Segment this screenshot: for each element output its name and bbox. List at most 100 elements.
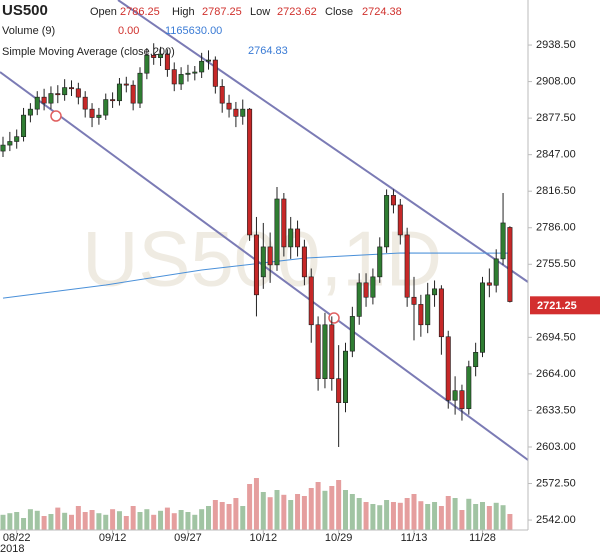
volume-bar bbox=[473, 504, 479, 530]
volume-bar bbox=[14, 512, 20, 530]
candle-body bbox=[158, 53, 164, 58]
ohlc-value: 2786.25 bbox=[120, 6, 160, 18]
volume-bar bbox=[199, 509, 205, 530]
volume-bar bbox=[295, 494, 301, 530]
volume-bar bbox=[171, 513, 177, 530]
candle-body bbox=[62, 87, 68, 96]
ohlc-label: Open bbox=[90, 6, 117, 18]
ohlc-label: Low bbox=[250, 6, 270, 18]
candle-body bbox=[281, 198, 287, 248]
candle-body bbox=[384, 195, 390, 248]
candle-body bbox=[137, 72, 143, 104]
volume-bar bbox=[288, 500, 294, 530]
candle-body bbox=[233, 108, 239, 117]
candle-body bbox=[507, 227, 513, 302]
candle-body bbox=[493, 258, 499, 286]
candle-body bbox=[486, 282, 492, 286]
y-tick-label: 2786.00 bbox=[536, 222, 576, 234]
candle-body bbox=[336, 378, 342, 403]
volume-bar bbox=[438, 506, 444, 530]
ohlc-label: High bbox=[172, 6, 195, 18]
y-tick-label: 2816.50 bbox=[536, 185, 576, 197]
candle-body bbox=[178, 74, 184, 85]
volume-bar bbox=[432, 502, 438, 530]
volume-bar bbox=[493, 502, 499, 530]
candle-body bbox=[212, 59, 218, 87]
volume-bar bbox=[281, 494, 287, 530]
candle-body bbox=[315, 324, 321, 379]
candle-body bbox=[356, 282, 362, 317]
volume-bar bbox=[370, 504, 376, 530]
candle-body bbox=[151, 54, 157, 58]
volume-label: Volume (9) bbox=[2, 25, 55, 37]
candle-body bbox=[219, 86, 225, 104]
last-price-label: 2721.25 bbox=[537, 300, 577, 312]
candle-body bbox=[301, 246, 307, 278]
candle-body bbox=[308, 276, 314, 326]
volume-bar bbox=[226, 504, 232, 530]
volume-bar bbox=[144, 509, 150, 530]
volume-bar bbox=[336, 480, 342, 530]
candle-body bbox=[144, 54, 150, 74]
y-tick-label: 2694.50 bbox=[536, 331, 576, 343]
candle-body bbox=[363, 282, 369, 298]
candle-body bbox=[322, 324, 328, 379]
y-tick-label: 2572.50 bbox=[536, 477, 576, 489]
volume-bar bbox=[27, 509, 33, 530]
volume-bar bbox=[178, 510, 184, 530]
candle-body bbox=[425, 294, 431, 326]
x-tick-label: 11/13 bbox=[401, 532, 428, 544]
candle-body bbox=[103, 99, 109, 116]
header: US500 Open 2786.25 High 2787.25 Low 2723… bbox=[2, 2, 402, 58]
volume-bar bbox=[192, 514, 198, 530]
symbol: US500 bbox=[2, 2, 48, 19]
ohlc-value: 2723.62 bbox=[277, 6, 317, 18]
volume-bar bbox=[7, 513, 13, 530]
candle-body bbox=[96, 114, 102, 118]
candle-body bbox=[404, 234, 410, 298]
candle-body bbox=[473, 352, 479, 368]
candle-body bbox=[199, 60, 205, 73]
ohlc-value: 2787.25 bbox=[202, 6, 242, 18]
candle-body bbox=[185, 72, 191, 75]
candle-body bbox=[206, 59, 212, 62]
x-tick-label: 11/28 bbox=[469, 532, 496, 544]
candle-body bbox=[55, 93, 61, 96]
candle-body bbox=[438, 288, 444, 338]
candle-body bbox=[75, 88, 81, 98]
y-tick-label: 2938.50 bbox=[536, 39, 576, 51]
candle-body bbox=[21, 114, 27, 137]
volume-bar bbox=[96, 513, 102, 530]
plot-area bbox=[0, 43, 513, 530]
candle-body bbox=[89, 108, 95, 118]
volume-bar bbox=[329, 486, 335, 530]
last-price-box bbox=[530, 296, 600, 315]
y-tick-label: 2664.00 bbox=[536, 368, 576, 380]
volume-bar bbox=[185, 512, 191, 530]
x-tick-label: 10/29 bbox=[325, 532, 353, 544]
volume-bar bbox=[343, 490, 348, 530]
candle-body bbox=[247, 108, 253, 236]
candle-body bbox=[110, 99, 116, 102]
candle-body bbox=[390, 195, 396, 206]
volume-bar bbox=[240, 506, 246, 530]
volume-bar bbox=[377, 505, 383, 530]
candle-body bbox=[329, 324, 335, 379]
volume-bar bbox=[158, 510, 164, 530]
volume-bar bbox=[151, 514, 157, 530]
volume-bar bbox=[233, 498, 239, 530]
candle-body bbox=[171, 69, 177, 85]
volume-bar bbox=[411, 494, 417, 530]
candle-body bbox=[48, 93, 54, 104]
volume-bar bbox=[123, 516, 129, 530]
candle-body bbox=[452, 390, 458, 401]
candle-body bbox=[295, 228, 301, 248]
volume-bar bbox=[110, 509, 116, 530]
volume-bar bbox=[69, 514, 74, 530]
volume-bar bbox=[164, 507, 170, 530]
candle-body bbox=[69, 87, 75, 90]
volume-bar bbox=[89, 510, 95, 530]
candle-body bbox=[445, 336, 451, 401]
